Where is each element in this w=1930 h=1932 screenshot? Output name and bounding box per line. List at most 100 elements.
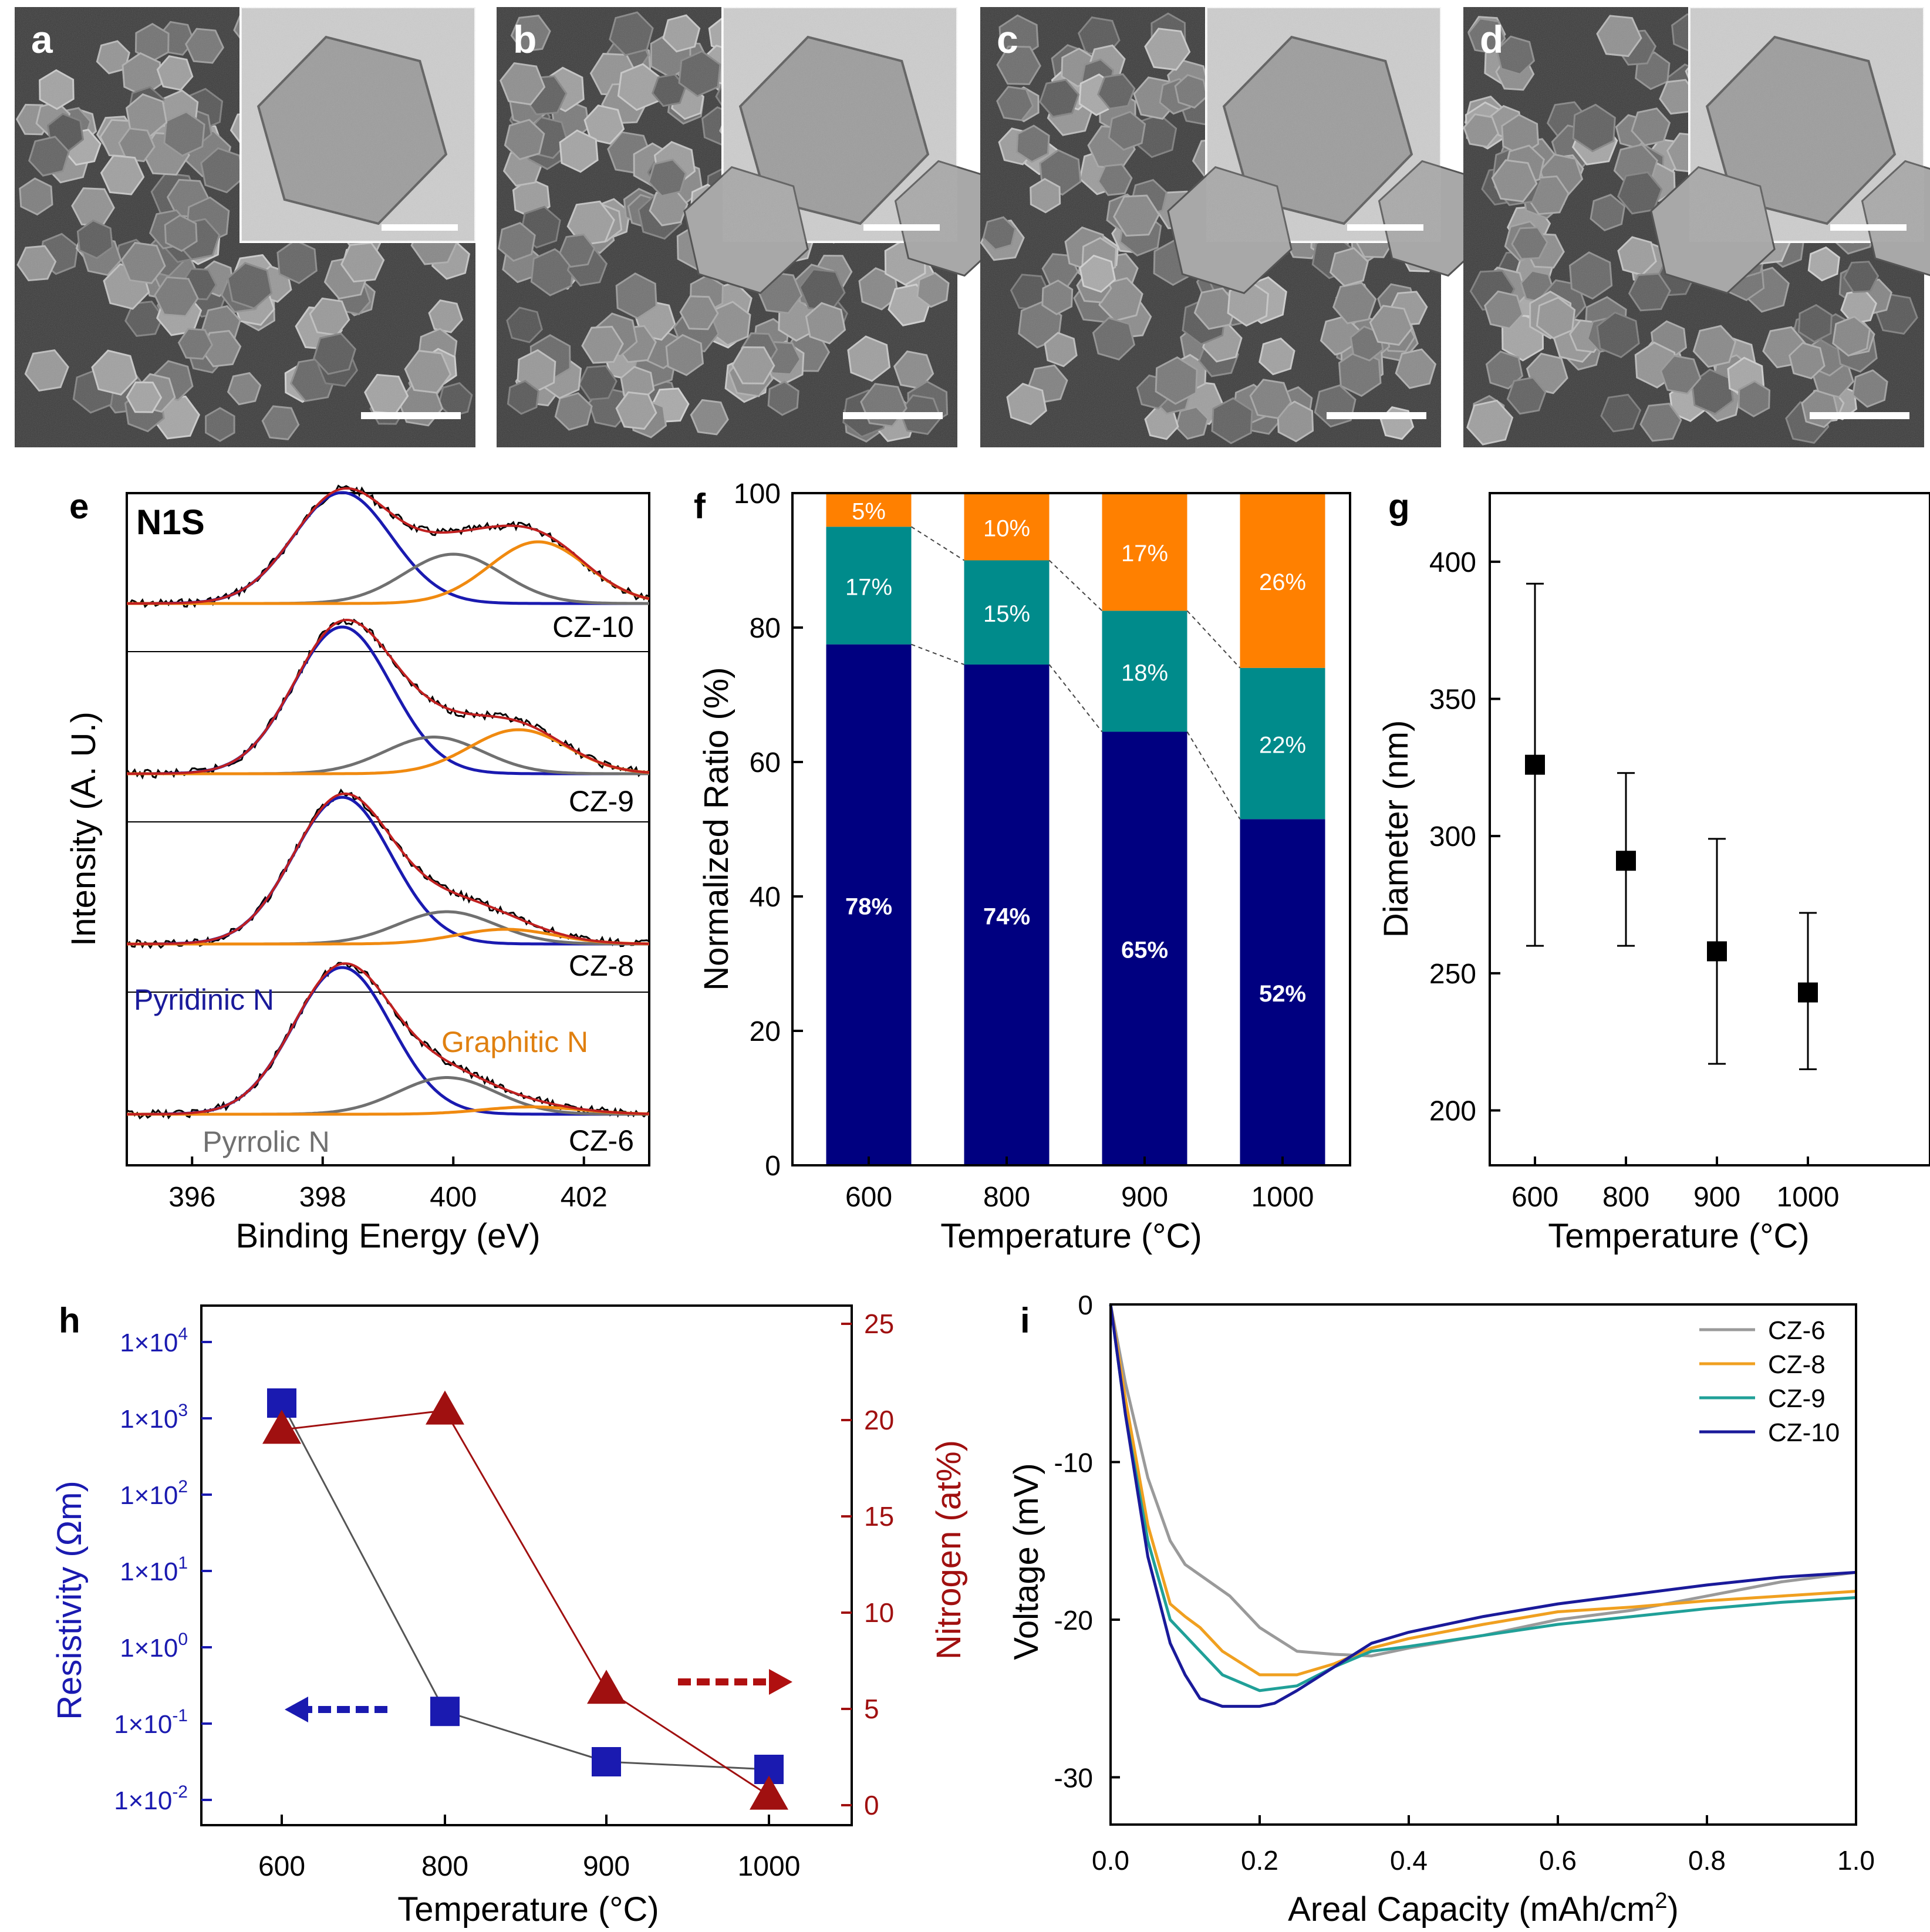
panel-f-ylabel: Normalized Ratio (%) xyxy=(697,667,735,990)
resistivity-line xyxy=(281,1402,770,1771)
spectrum-graphitic-CZ-10 xyxy=(127,540,650,605)
y-tick-label: -10 xyxy=(1054,1447,1093,1478)
y-tick-label: 350 xyxy=(1429,685,1476,716)
peak-label-pyridinic: Pyridinic N xyxy=(134,983,274,1016)
sample-label-cz8: CZ-8 xyxy=(569,949,634,982)
y-tick-label: 80 xyxy=(750,613,781,644)
bar-connector xyxy=(910,526,965,561)
sem-panel-c: c xyxy=(980,6,1493,447)
x-tick-label: 900 xyxy=(1693,1182,1740,1213)
bar-graphitic-n-1000 xyxy=(1240,493,1325,668)
data-point-800 xyxy=(1616,851,1636,871)
x-tick-label: 0.6 xyxy=(1539,1845,1577,1876)
bar-pyridinic-n-900 xyxy=(1102,731,1187,1165)
curve-CZ-6 xyxy=(1109,1304,1857,1658)
bar-label: 5% xyxy=(852,499,886,525)
left-y-tick-base: 1×10 xyxy=(114,1710,172,1739)
right-y-tick-label: 10 xyxy=(864,1597,894,1628)
tem-noise xyxy=(1689,7,1924,242)
nitrogen-point-800 xyxy=(426,1390,464,1425)
tem-noise xyxy=(241,7,475,242)
panel-letter-h: h xyxy=(59,1301,80,1340)
x-tick-label: 0.8 xyxy=(1688,1845,1726,1876)
left-y-tick-base: 1×10 xyxy=(120,1405,178,1434)
panel-i-xlabel-tail: ) xyxy=(1668,1890,1679,1928)
bar-label: 15% xyxy=(983,601,1030,627)
bar-pyrrolic-n-1000 xyxy=(1240,667,1325,820)
bar-graphitic-n-900 xyxy=(1102,493,1187,611)
right-y-tick-label: 5 xyxy=(864,1694,879,1724)
panel-i-xlabel-sup: 2 xyxy=(1655,1889,1667,1913)
bar-pyrrolic-n-600 xyxy=(826,527,912,645)
panel-g-ylabel: Diameter (nm) xyxy=(1377,720,1415,938)
y-tick-label: 100 xyxy=(734,478,781,510)
y-tick-label: -20 xyxy=(1054,1605,1093,1636)
panel-e-x-ticks: 396 398 400 402 xyxy=(168,1156,608,1213)
right-y-tick-label: 0 xyxy=(864,1790,879,1820)
curve-CZ-8 xyxy=(1109,1304,1857,1677)
panel-letter-e: e xyxy=(69,487,89,526)
left-y-tick-base: 1×10 xyxy=(120,1329,178,1357)
left-y-tick-label: 1×100 xyxy=(120,1630,188,1663)
panel-letter-i: i xyxy=(1020,1301,1030,1340)
left-y-tick-base: 1×10 xyxy=(120,1634,178,1663)
panel-f-bars: 78% 17% 5% 74% 15% 10% 65% 18% 17% 52% 22% 26% xyxy=(826,493,1325,1165)
sem-scale-bar xyxy=(843,412,943,419)
left-y-tick-base: 1×10 xyxy=(120,1557,178,1586)
bar-label: 22% xyxy=(1259,733,1306,758)
curve-CZ-10 xyxy=(1109,1304,1857,1708)
bar-label: 10% xyxy=(983,515,1030,541)
right-y-tick-label: 15 xyxy=(864,1501,894,1532)
x-tick-label: 600 xyxy=(1511,1182,1558,1213)
data-point-600 xyxy=(1525,754,1545,775)
spectrum-pyrrolic-CZ-10 xyxy=(127,552,649,605)
sample-label-cz10: CZ-10 xyxy=(552,611,634,643)
left-y-tick-label: 1×103 xyxy=(120,1401,188,1434)
x-tick-label: 800 xyxy=(983,1182,1030,1213)
panel-i-xlabel: Areal Capacity (mAh/cm2) xyxy=(1288,1889,1679,1928)
panel-f-frame xyxy=(791,492,1351,1166)
nitrogen-point-600 xyxy=(262,1410,301,1444)
panel-e-frame xyxy=(126,492,650,1166)
left-y-tick-label: 1×101 xyxy=(120,1553,188,1586)
tem-scale-bar xyxy=(382,224,458,231)
bar-label: 17% xyxy=(1121,541,1168,567)
left-y-tick-label: 1×102 xyxy=(120,1477,188,1510)
peak-label-graphitic: Graphitic N xyxy=(441,1026,588,1058)
x-tick-label: 600 xyxy=(845,1182,892,1213)
nitrogen-line xyxy=(281,1409,770,1796)
x-tick-label: 800 xyxy=(421,1851,468,1882)
panel-letter-c: c xyxy=(997,18,1018,61)
y-tick-label: 0 xyxy=(765,1151,781,1182)
y-tick-label: 300 xyxy=(1429,821,1476,852)
bar-pyrrolic-n-800 xyxy=(964,560,1050,665)
legend-label-CZ-10: CZ-10 xyxy=(1768,1418,1840,1447)
left-y-tick-exp: -1 xyxy=(172,1706,188,1725)
bar-label: 17% xyxy=(845,574,892,600)
y-tick-label: 60 xyxy=(750,747,781,778)
panel-i-frame xyxy=(1109,1303,1857,1826)
curve-CZ-9 xyxy=(1109,1304,1857,1692)
spectrum-fit-CZ-9 xyxy=(127,618,650,775)
bar-label: 78% xyxy=(845,893,892,919)
left-y-tick-exp: 1 xyxy=(178,1553,188,1573)
spectrum-graphitic-CZ-8 xyxy=(127,928,650,946)
bar-connector xyxy=(1186,610,1241,669)
spectrum-pyridinic-CZ-8 xyxy=(127,795,649,946)
sem-panel-d: d xyxy=(1463,6,1930,447)
left-y-tick-label: 1×10-1 xyxy=(114,1706,188,1739)
bar-pyrrolic-n-900 xyxy=(1102,611,1187,732)
panel-g-scatter-chart: g 200 250 300 350 400 600 800 900 1000 Temperatu… xyxy=(1377,487,1930,1255)
x-tick-label: 402 xyxy=(561,1182,608,1213)
bar-label: 65% xyxy=(1121,938,1168,963)
bar-label: 18% xyxy=(1121,660,1168,686)
x-tick-label: 0.2 xyxy=(1241,1845,1278,1876)
sem-scale-bar xyxy=(361,412,461,419)
bar-pyridinic-n-1000 xyxy=(1240,819,1325,1165)
x-tick-label: 900 xyxy=(583,1851,630,1882)
x-tick-label: 900 xyxy=(1121,1182,1168,1213)
left-y-tick-exp: 0 xyxy=(178,1630,188,1649)
tem-scale-bar xyxy=(863,224,940,231)
